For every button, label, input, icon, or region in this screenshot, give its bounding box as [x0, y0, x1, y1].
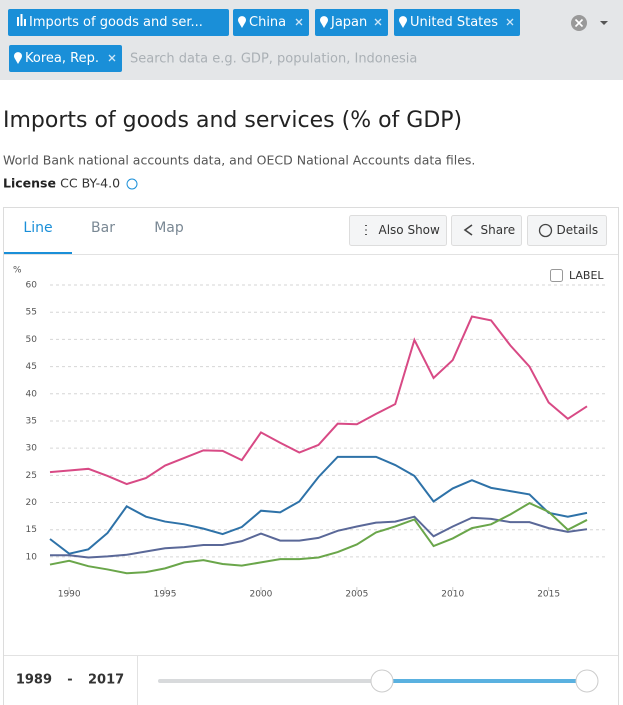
chip-remove[interactable]	[374, 18, 382, 26]
action-button-text: Share	[481, 223, 516, 237]
series-line	[49, 455, 588, 555]
range-end: 2017	[88, 673, 124, 688]
indicator-chip-text: Imports of goods and ser...	[29, 15, 203, 30]
pin-icon	[14, 52, 23, 64]
y-tick-label: 25	[26, 471, 37, 481]
info-icon[interactable]	[126, 178, 138, 190]
details-icon	[538, 223, 553, 238]
y-unit: %	[13, 266, 22, 276]
y-tick-label: 10	[26, 552, 38, 562]
page-title: Imports of goods and services (% of GDP)	[3, 108, 462, 133]
x-tick-label: 2000	[250, 590, 273, 600]
action-button-text: Details	[557, 223, 599, 237]
series-line	[49, 501, 588, 575]
range-label: 1989- 2017	[16, 673, 124, 688]
action-button[interactable]	[451, 215, 522, 246]
y-tick-label: 45	[26, 362, 37, 372]
share-icon	[463, 224, 473, 236]
dropdown-caret[interactable]	[600, 21, 608, 25]
country-chip[interactable]	[315, 9, 388, 36]
country-chip-text: Korea, Rep.	[25, 51, 99, 66]
action-button[interactable]	[349, 215, 447, 246]
range-separator: -	[67, 673, 72, 688]
tab[interactable]: Bar	[91, 220, 115, 236]
license-value: : CC BY-4.0	[52, 176, 120, 191]
y-tick-label: 55	[26, 308, 37, 318]
chart-icon	[20, 14, 23, 26]
plot: 10 15 20 25 30 35 40 45 50 55 60 1990 1995 2000 2005 20…	[26, 281, 607, 600]
country-chips: China Japan United States Korea, Rep.	[9, 9, 520, 72]
country-chip[interactable]	[9, 45, 122, 72]
x-tick-label: 1990	[58, 590, 81, 600]
tabs: Line Bar Map	[23, 220, 183, 236]
y-tick-label: 20	[26, 498, 38, 508]
clear-icon	[574, 18, 584, 28]
slider-range	[382, 679, 587, 683]
y-tick-label: 35	[26, 416, 37, 426]
slider-handle[interactable]	[575, 669, 599, 693]
x-tick-label: 2005	[345, 590, 368, 600]
source-note: World Bank national accounts data, and O…	[3, 153, 475, 168]
country-chip-text: China	[249, 15, 286, 30]
chart-card	[3, 207, 619, 705]
chip-remove[interactable]	[108, 54, 116, 62]
action-button[interactable]	[527, 215, 607, 246]
tab[interactable]: Map	[154, 220, 184, 236]
x-tick-label: 2015	[537, 590, 560, 600]
tab[interactable]: Line	[23, 220, 52, 236]
pin-icon	[238, 16, 246, 28]
range-start: 1989	[16, 673, 52, 688]
y-tick-label: 40	[26, 389, 38, 399]
x-tick-label: 2010	[441, 590, 464, 600]
action-button-text: Also Show	[379, 223, 441, 237]
chart-icon	[17, 17, 19, 26]
license-label: License	[3, 176, 56, 191]
pin-icon	[320, 16, 329, 28]
y-tick-label: 60	[26, 281, 38, 291]
indicator-chip[interactable]	[8, 9, 229, 36]
y-tick-label: 30	[26, 444, 38, 454]
chip-remove[interactable]	[506, 18, 514, 26]
label-checkbox[interactable]	[550, 269, 563, 282]
pin-icon	[399, 16, 407, 28]
x-tick-label: 1995	[154, 590, 177, 600]
slider-handle[interactable]	[370, 669, 394, 693]
y-tick-label: 50	[26, 335, 38, 345]
country-chip[interactable]	[233, 9, 309, 36]
label-toggle: LABEL	[569, 269, 604, 282]
y-tick-label: 15	[26, 525, 37, 535]
search-input[interactable]: Search data e.g. GDP, population, Indone…	[130, 52, 417, 67]
chart-icon	[24, 19, 26, 26]
series-line	[49, 315, 588, 486]
chip-remove[interactable]	[295, 18, 303, 26]
actions: Also Show Share Details	[349, 215, 607, 246]
country-chip-text: United States	[410, 15, 498, 30]
country-chip[interactable]	[394, 9, 520, 36]
country-chip-text: Japan	[330, 15, 367, 30]
